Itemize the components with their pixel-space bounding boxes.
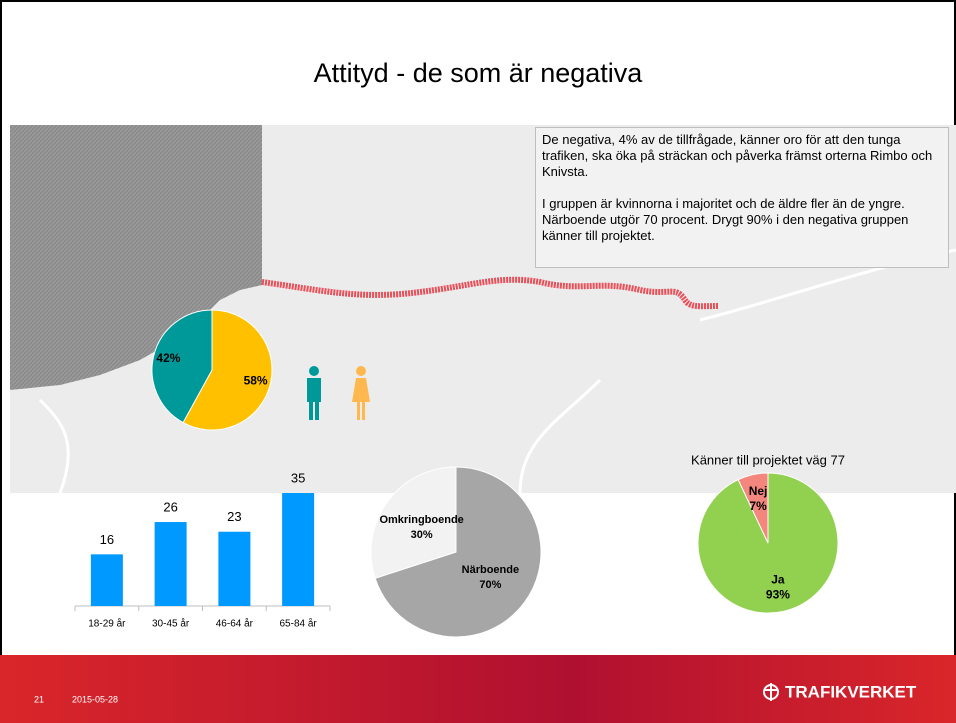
pie-slice: [374, 466, 542, 638]
pie-slice: [737, 472, 769, 544]
slice-name: Närboende: [462, 564, 519, 576]
slice-label: 70%: [479, 579, 501, 591]
bar: [218, 531, 251, 606]
pie-slice: [370, 466, 457, 579]
footer-band: [0, 655, 956, 723]
x-tick-label: 18-29 år: [88, 618, 126, 630]
bar: [90, 554, 123, 606]
slice-name: Omkringboende: [379, 514, 463, 526]
x-tick-label: 30-45 år: [152, 618, 190, 630]
value-label: 23: [227, 509, 241, 524]
paragraph: I gruppen är kvinnorna i majoritet och d…: [542, 196, 909, 243]
value-label: 16: [100, 532, 114, 547]
date: 2015-05-28: [72, 694, 118, 704]
slice-name: Ja: [771, 573, 785, 587]
route: [261, 276, 719, 310]
pie-title: Känner till projektet väg 77: [691, 452, 845, 467]
x-tick-label: 46-64 år: [216, 618, 254, 630]
bar: [154, 522, 187, 606]
logo-mark: [763, 683, 779, 701]
logo: TRAFIKVERKET: [785, 682, 917, 701]
x-tick-label: 65-84 år: [280, 618, 318, 630]
page-number: 21: [34, 694, 44, 704]
value-label: 35: [291, 470, 305, 485]
bar: [282, 493, 315, 606]
man-icon: [307, 366, 321, 420]
slice-label: 42%: [156, 351, 180, 365]
slice-label: 30%: [411, 529, 433, 541]
pie-slice: [151, 309, 213, 424]
pie-slice: [182, 309, 273, 431]
paragraph: De negativa, 4% av de tillfrågade, känne…: [542, 132, 933, 179]
slice-label: 58%: [244, 373, 268, 387]
slice-label: 93%: [766, 588, 790, 602]
slice-label: 7%: [749, 499, 767, 513]
value-label: 26: [163, 499, 177, 514]
slide-title: Attityd - de som är negativa: [314, 58, 644, 88]
woman-icon: [352, 366, 370, 420]
slice-name: Nej: [749, 484, 768, 498]
map-water: [10, 125, 262, 390]
text-box: De negativa, 4% av de tillfrågade, känne…: [535, 127, 949, 268]
